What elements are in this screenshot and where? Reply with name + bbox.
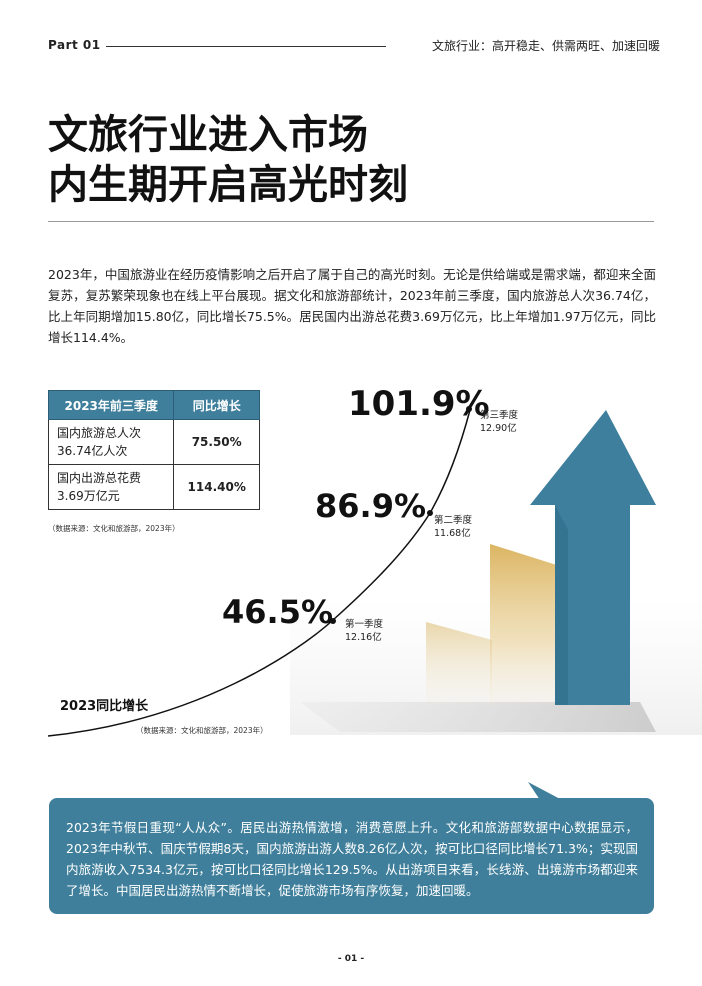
row-label-line1: 国内出游总花费 <box>57 471 142 485</box>
table-source: （数据来源：文化和旅游部，2023年） <box>48 524 180 533</box>
table-row-label: 国内出游总花费 3.69万亿元 <box>47 464 175 510</box>
row-label-line2: 3.69万亿元 <box>57 489 120 503</box>
intro-paragraph: 2023年，中国旅游业在经历疫情影响之后开启了属于自己的高光时刻。无论是供给端或… <box>48 267 656 345</box>
quarter-name: 第三季度 <box>480 410 519 421</box>
stats-table: 2023年前三季度 同比增长 国内旅游总人次 36.74亿人次 75.50% 国… <box>47 390 260 510</box>
floor-shadow <box>300 702 656 732</box>
quarter-label-q3: 第三季度 12.90亿 <box>480 409 518 435</box>
callout-box <box>49 798 654 914</box>
quarter-label-q1: 第一季度 12.16亿 <box>345 618 383 644</box>
point-q3 <box>466 406 472 412</box>
quarter-name: 第二季度 <box>434 515 473 526</box>
quarter-amount: 11.68亿 <box>434 528 471 539</box>
growth-curve <box>47 409 471 737</box>
quarter-amount: 12.16亿 <box>345 632 382 643</box>
arrow-side <box>555 505 568 705</box>
table-row: 国内出游总花费 3.69万亿元 114.40% <box>47 464 260 510</box>
table-row-label: 国内旅游总人次 36.74亿人次 <box>47 419 175 465</box>
title-divider <box>48 221 654 222</box>
point-q2 <box>427 510 433 516</box>
pct-label-q3: 101.9% <box>348 384 490 424</box>
title-line-1: 文旅行业进入市场 <box>48 112 368 158</box>
point-q1 <box>330 618 336 624</box>
table-row: 国内旅游总人次 36.74亿人次 75.50% <box>47 419 260 465</box>
table-row-value: 114.40% <box>173 464 260 510</box>
quarter-name: 第一季度 <box>345 619 384 630</box>
page-number: - 01 - <box>337 954 365 964</box>
title-line-2: 内生期开启高光时刻 <box>48 162 408 208</box>
callout-text: 2023年节假日重现“人从众”。居民出游热情激增，消费意愿上升。文化和旅游部数据… <box>66 820 638 898</box>
row-label-line1: 国内旅游总人次 <box>57 426 142 440</box>
pct-label-q2: 86.9% <box>315 487 427 525</box>
small-gold-bar <box>426 622 492 705</box>
section-subtitle: 文旅行业：高开稳走、供需两旺、加速回暖 <box>431 39 660 53</box>
quarter-label-q2: 第二季度 11.68亿 <box>434 514 472 540</box>
quarter-amount: 12.90亿 <box>480 423 517 434</box>
row-label-line2: 36.74亿人次 <box>57 444 128 458</box>
header-divider <box>106 46 386 47</box>
pct-label-q1: 46.5% <box>222 593 334 631</box>
chart-title: 2023同比增长 <box>60 699 149 714</box>
page-title: 文旅行业进入市场 内生期开启高光时刻 <box>48 110 408 210</box>
large-gold-bar <box>490 544 566 705</box>
chart-source: （数据来源：文化和旅游部，2023年） <box>136 726 268 735</box>
part-label: Part 01 <box>48 38 101 52</box>
